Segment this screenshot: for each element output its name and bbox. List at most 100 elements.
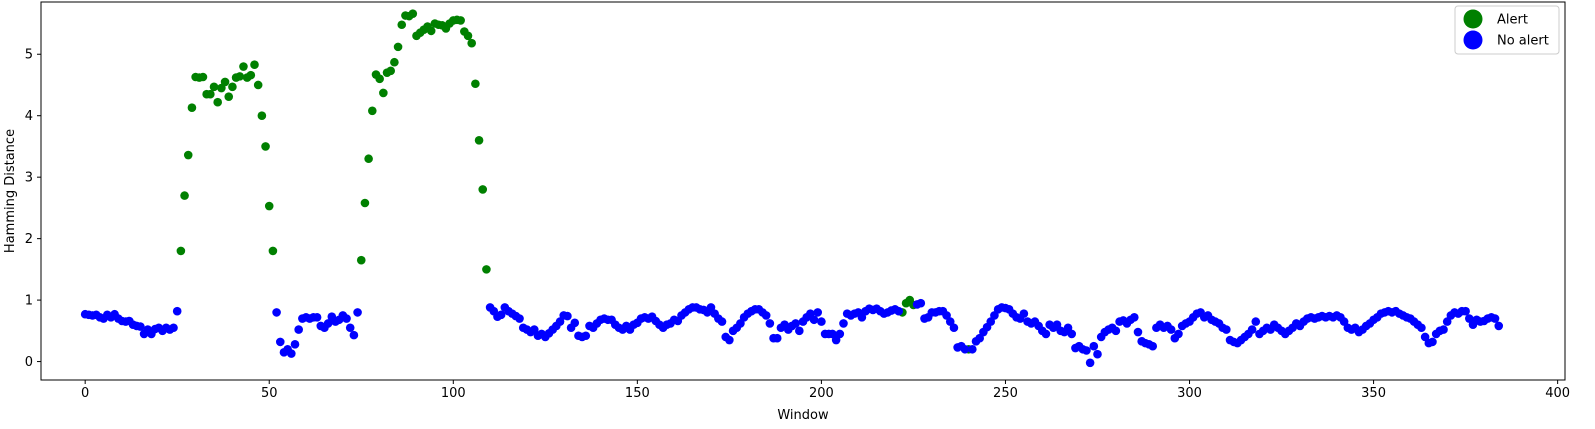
data-points bbox=[80, 9, 1504, 368]
no-alert-point bbox=[570, 318, 580, 328]
no-alert-point bbox=[515, 314, 524, 323]
no-alert-point bbox=[1166, 325, 1176, 334]
no-alert-point bbox=[894, 306, 904, 316]
no-alert-point bbox=[1093, 349, 1102, 359]
alert-point bbox=[364, 154, 373, 164]
y-tick-label: 2 bbox=[25, 232, 33, 247]
no-alert-point bbox=[795, 326, 804, 336]
legend-label: Alert bbox=[1497, 13, 1528, 28]
no-alert-point bbox=[1085, 358, 1095, 368]
alert-point bbox=[235, 72, 245, 81]
legend-marker bbox=[1463, 30, 1483, 50]
no-alert-point bbox=[765, 319, 775, 328]
no-alert-point bbox=[809, 315, 819, 325]
y-tick-label: 3 bbox=[25, 171, 33, 186]
alert-point bbox=[268, 246, 278, 256]
no-alert-point bbox=[839, 319, 848, 328]
no-alert-point bbox=[136, 322, 145, 331]
no-alert-point bbox=[949, 323, 959, 333]
no-alert-point bbox=[563, 311, 572, 321]
no-alert-point bbox=[1148, 341, 1158, 351]
no-alert-point bbox=[1247, 325, 1257, 334]
no-alert-point bbox=[725, 335, 734, 345]
y-tick-label: 1 bbox=[25, 294, 33, 309]
y-axis: 0 1 2 3 4 5 bbox=[25, 48, 41, 370]
no-alert-point bbox=[1111, 326, 1121, 336]
alert-point bbox=[257, 111, 267, 121]
no-alert-point bbox=[817, 317, 826, 326]
no-alert-point bbox=[290, 340, 300, 349]
no-alert-point bbox=[813, 308, 823, 317]
no-alert-point bbox=[1089, 341, 1099, 351]
alert-point bbox=[375, 74, 384, 84]
no-alert-point bbox=[1041, 329, 1051, 339]
no-alert-point bbox=[1222, 325, 1231, 334]
alert-point bbox=[180, 191, 189, 200]
no-alert-point bbox=[968, 344, 977, 354]
alert-point bbox=[253, 80, 263, 90]
no-alert-point bbox=[916, 298, 926, 308]
no-alert-point bbox=[791, 319, 800, 328]
no-alert-point bbox=[287, 349, 296, 358]
x-tick-label: 100 bbox=[441, 386, 466, 401]
no-alert-point bbox=[1428, 337, 1437, 347]
alert-point bbox=[471, 79, 480, 89]
alert-point bbox=[209, 82, 219, 92]
no-alert-point bbox=[1461, 306, 1470, 316]
x-axis: 0 50 100 150 200 250 300 350 400 bbox=[81, 380, 1570, 401]
x-tick-label: 150 bbox=[625, 386, 650, 401]
y-tick-label: 4 bbox=[25, 109, 33, 124]
alert-point bbox=[467, 38, 477, 48]
no-alert-point bbox=[1417, 323, 1426, 333]
no-alert-point bbox=[169, 323, 178, 333]
alert-point bbox=[408, 9, 418, 18]
no-alert-point bbox=[1174, 329, 1183, 339]
alert-point bbox=[239, 62, 248, 71]
alert-point bbox=[393, 42, 403, 52]
no-alert-point bbox=[1251, 317, 1261, 326]
x-tick-label: 350 bbox=[1361, 386, 1386, 401]
alert-point bbox=[379, 88, 388, 98]
no-alert-point bbox=[272, 308, 281, 317]
alert-point bbox=[198, 72, 208, 82]
alert-point bbox=[356, 255, 366, 265]
x-tick-label: 250 bbox=[993, 386, 1018, 401]
alert-point bbox=[397, 20, 407, 30]
no-alert-point bbox=[345, 323, 355, 333]
legend: Alert No alert bbox=[1454, 5, 1560, 55]
no-alert-point bbox=[353, 308, 362, 317]
x-axis-label: Window bbox=[777, 408, 829, 423]
no-alert-point bbox=[275, 337, 285, 347]
legend-label: No alert bbox=[1497, 34, 1549, 49]
no-alert-point bbox=[496, 310, 506, 320]
x-tick-label: 400 bbox=[1545, 386, 1570, 401]
alert-point bbox=[206, 89, 215, 99]
no-alert-point bbox=[1082, 346, 1091, 355]
alert-point bbox=[187, 103, 197, 113]
no-alert-point bbox=[835, 329, 845, 339]
x-tick-label: 50 bbox=[261, 386, 278, 401]
alert-point bbox=[213, 97, 222, 107]
x-tick-label: 300 bbox=[1177, 386, 1202, 401]
alert-point bbox=[183, 150, 193, 160]
x-tick-label: 200 bbox=[809, 386, 834, 401]
no-alert-point bbox=[1130, 313, 1139, 322]
no-alert-point bbox=[1067, 329, 1077, 339]
alert-point bbox=[261, 142, 270, 151]
no-alert-point bbox=[342, 314, 351, 323]
alert-point bbox=[474, 135, 484, 145]
legend-marker bbox=[1463, 9, 1483, 29]
alert-point bbox=[482, 265, 491, 274]
no-alert-point bbox=[1490, 314, 1500, 323]
alert-point bbox=[456, 16, 465, 25]
y-tick-label: 5 bbox=[25, 48, 33, 63]
no-alert-point bbox=[1494, 321, 1504, 331]
alert-point bbox=[224, 92, 234, 101]
no-alert-point bbox=[761, 311, 771, 320]
no-alert-point bbox=[960, 344, 970, 354]
alert-point bbox=[368, 106, 377, 116]
alert-point bbox=[360, 198, 370, 208]
no-alert-point bbox=[172, 306, 182, 316]
alert-point bbox=[386, 66, 396, 76]
